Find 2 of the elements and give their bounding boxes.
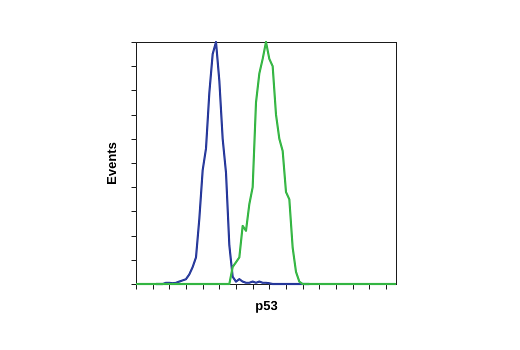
y-axis-title: Events <box>104 142 119 185</box>
x-axis-title: p53 <box>255 298 278 313</box>
